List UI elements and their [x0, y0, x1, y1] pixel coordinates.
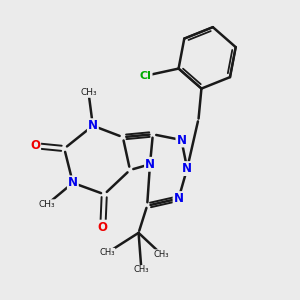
Text: N: N [145, 158, 155, 171]
Text: CH₃: CH₃ [80, 88, 97, 98]
Text: CH₃: CH₃ [154, 250, 169, 259]
Text: CH₃: CH₃ [99, 248, 115, 257]
Text: CH₃: CH₃ [134, 266, 149, 274]
Text: N: N [182, 162, 192, 175]
Text: N: N [68, 176, 78, 189]
Text: O: O [30, 139, 40, 152]
Text: N: N [176, 134, 186, 146]
Text: N: N [88, 119, 98, 132]
Text: O: O [98, 220, 108, 234]
Text: N: N [174, 192, 184, 205]
Text: Cl: Cl [140, 71, 152, 81]
Text: CH₃: CH₃ [39, 200, 56, 209]
